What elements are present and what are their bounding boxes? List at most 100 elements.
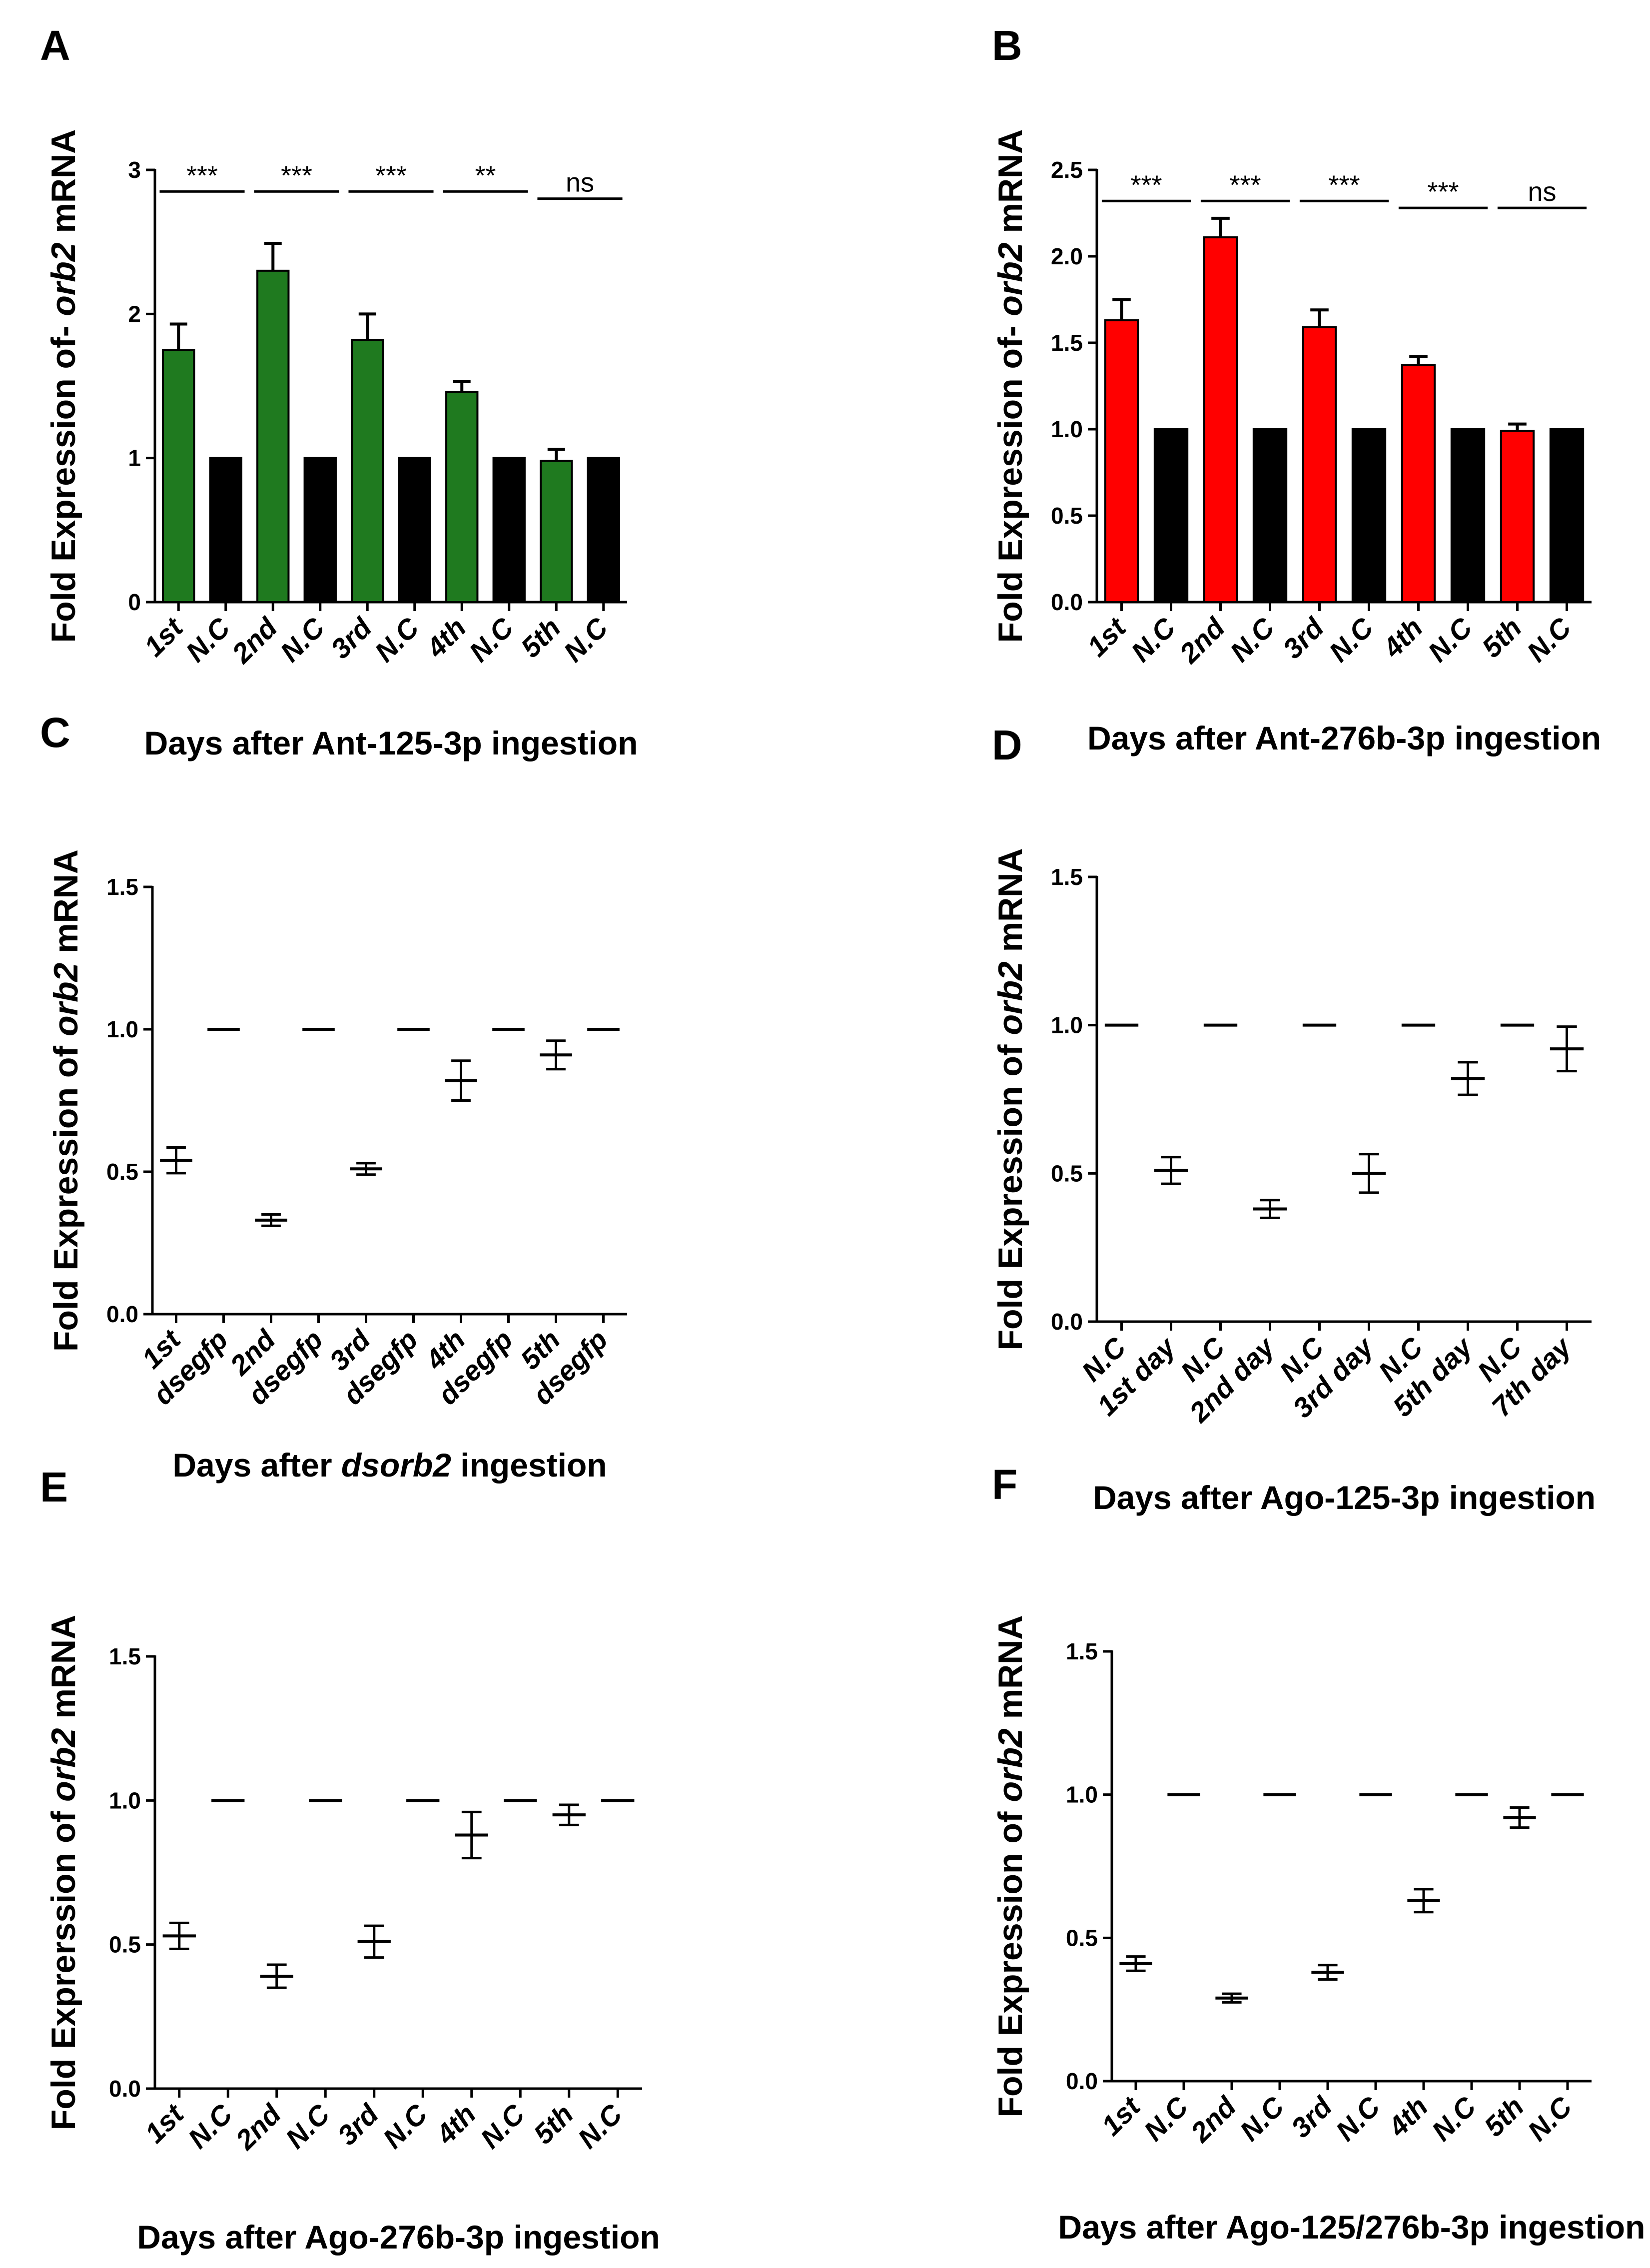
- y-tick-label: 0.0: [1051, 1309, 1083, 1335]
- x-category-label: 5th: [1476, 612, 1528, 664]
- significance-label: ***: [1229, 170, 1261, 200]
- bar: [492, 457, 526, 604]
- y-axis-label: Fold Expression of orb2 mRNA: [991, 848, 1029, 1350]
- bar: [1203, 236, 1238, 603]
- bar: [1500, 430, 1535, 604]
- x-category-label: N.C: [1422, 611, 1479, 668]
- x-category-label: N.C: [572, 2098, 629, 2155]
- bar: [445, 391, 479, 603]
- x-category-label: N.C: [377, 2098, 434, 2155]
- x-category-label: 3rd: [331, 2098, 385, 2151]
- y-tick-label: 2.0: [1051, 243, 1083, 269]
- y-axis-label-gene: orb2: [991, 242, 1029, 316]
- y-tick-label: 1.5: [1066, 1638, 1098, 1664]
- y-axis-label-suffix: mRNA: [991, 1615, 1029, 1728]
- x-category-label: 2nd: [1173, 611, 1231, 670]
- y-tick-label: 0.5: [106, 1159, 138, 1185]
- y-axis-label-gene: orb2: [47, 963, 85, 1037]
- x-axis-label: Days after Ago-125-3p ingestion: [1093, 1479, 1596, 1516]
- y-axis-label-text: Fold Expression of: [47, 1036, 85, 1352]
- significance-label: ***: [1427, 177, 1459, 207]
- x-category-label: 4th: [430, 2098, 482, 2151]
- x-category-label: N.C: [463, 611, 520, 668]
- y-axis-label-suffix: mRNA: [44, 1615, 82, 1728]
- significance-label: **: [475, 160, 496, 190]
- x-axis-label: Days after Ant-276b-3p ingestion: [1087, 720, 1601, 756]
- x-category-label: 1st: [138, 2097, 190, 2149]
- y-tick-label: 1.0: [1051, 416, 1083, 442]
- y-axis-label-gene: orb2: [44, 242, 82, 316]
- y-axis-label-text: Fold Expression of: [991, 1035, 1029, 1351]
- x-category-label: 5th: [515, 612, 567, 664]
- x-axis-label-text: Days after: [172, 1447, 341, 1484]
- x-axis-label: Days after Ago-125/276b-3p ingestion: [1058, 2209, 1646, 2246]
- y-tick-label: 1.5: [1051, 330, 1083, 356]
- x-axis-label: Days after Ant-125-3p ingestion: [144, 725, 638, 761]
- y-axis-label: Fold Expression of orb2 mRNA: [47, 849, 85, 1352]
- x-category-label: 5th: [527, 2098, 579, 2150]
- bar: [209, 457, 242, 604]
- significance-label: ***: [1328, 170, 1360, 200]
- x-category-label: N.C: [1138, 2090, 1195, 2147]
- x-category-label: 2nd: [229, 2098, 288, 2156]
- bar: [256, 269, 290, 603]
- panel-label-a: A: [40, 22, 70, 69]
- panel-c: C0.00.51.01.51stdsegfp2nddsegfp3rddsegfp…: [40, 709, 627, 1484]
- significance-label: ***: [281, 160, 312, 190]
- x-category-label: 4th: [1382, 2091, 1434, 2143]
- x-category-label: 1st: [138, 611, 189, 662]
- panel-label-c: C: [40, 709, 70, 756]
- bar: [1549, 428, 1585, 603]
- y-axis-label-suffix: mRNA: [47, 849, 85, 963]
- significance-label: ***: [1130, 170, 1162, 200]
- panel-b: B0.00.51.01.52.02.51stN.C2ndN.C3rdN.C4th…: [991, 22, 1601, 756]
- x-category-label: N.C: [368, 611, 425, 668]
- x-category-label: 1st: [1081, 611, 1132, 662]
- bar: [1450, 428, 1486, 603]
- x-axis-label-text: Days after Ago-125/276b-3p ingestion: [1058, 2209, 1646, 2246]
- x-category-label: N.C: [1323, 611, 1380, 668]
- bar: [1104, 319, 1139, 603]
- x-axis-label: Days after dsorb2 ingestion: [172, 1447, 607, 1484]
- y-axis-label-suffix: mRNA: [991, 848, 1029, 961]
- y-tick-label: 1.0: [1066, 1782, 1098, 1808]
- y-tick-label: 2.5: [1051, 157, 1083, 183]
- panel-label-f: F: [992, 1461, 1017, 1508]
- panel-label-d: D: [992, 722, 1022, 768]
- y-tick-label: 3: [128, 157, 141, 183]
- y-axis-label-text: Fold Expression of-: [991, 316, 1029, 643]
- x-category-label: N.C: [274, 611, 331, 668]
- y-tick-label: 0.5: [1066, 1925, 1098, 1951]
- y-axis-label-gene: orb2: [991, 961, 1029, 1035]
- y-axis-label-gene: orb2: [44, 1728, 82, 1802]
- x-category-label: N.C: [1522, 2090, 1579, 2147]
- panel-f: F0.00.51.01.51stN.C2ndN.C3rdN.C4thN.C5th…: [991, 1461, 1645, 2246]
- panel-label-b: B: [992, 22, 1022, 69]
- y-axis-label: Fold Expression of orb2 mRNA: [991, 1615, 1029, 2117]
- x-category-label: 4th: [1376, 612, 1429, 664]
- y-tick-label: 1.5: [109, 1643, 141, 1669]
- y-axis-label-text: Fold Exprerssion of: [44, 1802, 82, 2130]
- y-tick-label: 1.5: [1051, 864, 1083, 890]
- bar: [1153, 428, 1189, 603]
- bar: [1401, 364, 1436, 603]
- significance-label: ns: [566, 168, 594, 198]
- y-axis-label: Fold Expression of- orb2 mRNA: [991, 129, 1029, 643]
- x-axis-label-text: Days after Ago-125-3p ingestion: [1093, 1479, 1596, 1516]
- y-tick-label: 0.5: [1051, 503, 1083, 529]
- x-category-label: 3rd: [325, 611, 378, 665]
- x-axis-label-text: Days after Ant-276b-3p ingestion: [1087, 720, 1601, 756]
- y-tick-label: 1.0: [1051, 1012, 1083, 1038]
- x-axis-label-text: Days after Ant-125-3p ingestion: [144, 725, 638, 761]
- x-axis-label-italic: dsorb2: [341, 1447, 451, 1484]
- y-axis-label-gene: orb2: [991, 1728, 1029, 1802]
- panel-label-e: E: [40, 1464, 68, 1511]
- bar: [398, 457, 431, 604]
- bar: [162, 349, 195, 604]
- y-axis-label-text: Fold Expression of-: [44, 316, 82, 643]
- y-tick-label: 0: [128, 589, 141, 615]
- x-category-label: 3rd: [1277, 611, 1330, 665]
- y-tick-label: 0.0: [1066, 2068, 1098, 2094]
